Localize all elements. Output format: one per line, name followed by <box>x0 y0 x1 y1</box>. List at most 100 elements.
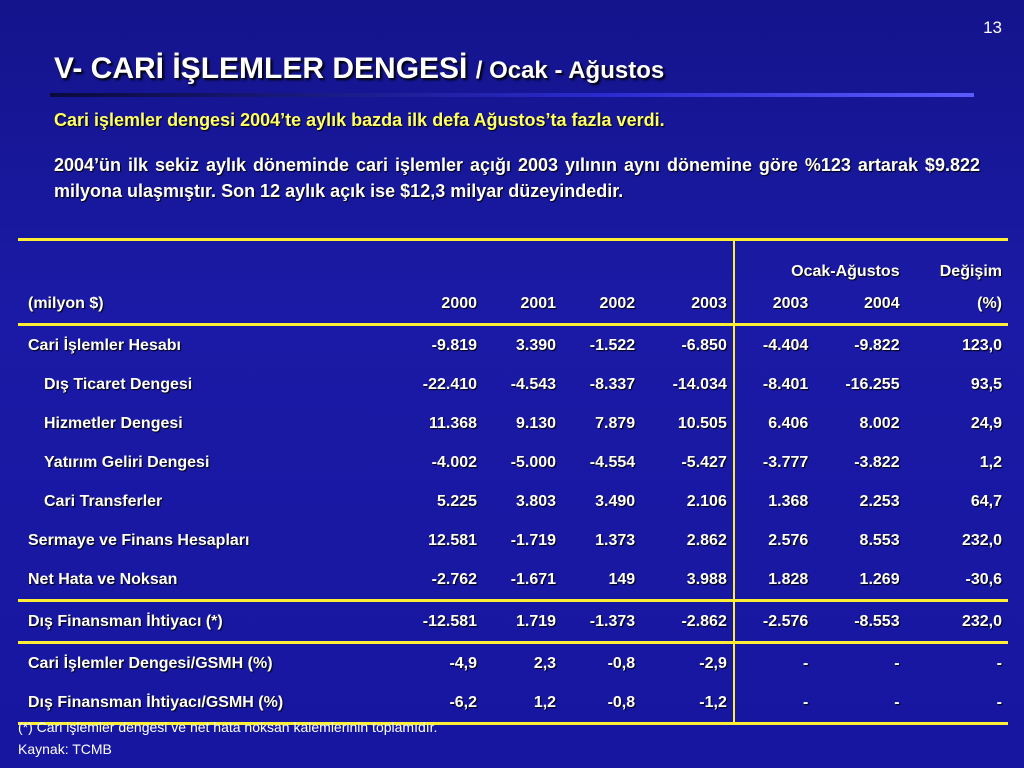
row-value: -30,6 <box>965 570 1002 588</box>
slide-number: 13 <box>983 18 1002 37</box>
row-value: -9.822 <box>814 323 906 365</box>
title-underline <box>50 93 974 97</box>
table-row: Cari İşlemler Hesabı -9.819 3.390 -1.522 -6.… <box>18 323 1008 365</box>
row-value: - <box>905 641 1008 683</box>
header-unit: (milyon $) <box>28 295 104 312</box>
row-value: -3.822 <box>854 453 900 471</box>
row-value: -6,2 <box>391 683 484 725</box>
header-pct: (%) <box>977 295 1002 312</box>
row-value: -1.373 <box>562 599 642 643</box>
row-value: 1.719 <box>483 599 563 643</box>
row-label: Dış Finansman İhtiyacı (*) <box>18 599 392 643</box>
table-row: Cari İşlemler Dengesi/GSMH (%) -4,9 2,3 -0,… <box>18 641 1008 683</box>
header-change: Değişim <box>905 238 1008 285</box>
row-value: -2,9 <box>641 641 734 683</box>
row-value: -3.777 <box>732 443 815 482</box>
row-value: -12.581 <box>391 599 484 643</box>
title-sub: / Ocak - Ağustos <box>475 57 665 84</box>
row-value: - <box>814 683 906 725</box>
table-body: Cari İşlemler Hesabı -9.819 3.390 -1.522 -6.… <box>18 323 1008 725</box>
header-2001: 2001 <box>520 295 557 312</box>
row-value: -8.553 <box>814 599 906 643</box>
row-label: Cari İşlemler Hesabı <box>18 323 392 365</box>
row-value: -8.337 <box>589 375 636 393</box>
row-value: 3.988 <box>686 570 727 588</box>
table-row: Dış Ticaret Dengesi -22.410 -4.543 -8.337 -1… <box>18 365 1008 404</box>
row-label: Yatırım Geliri Dengesi <box>44 453 210 471</box>
table-row: Dış Finansman İhtiyacı (*) -12.581 1.719 -1… <box>18 599 1008 643</box>
footer: (*) Cari işlemler dengesi ve net hata no… <box>18 716 437 760</box>
row-label: Dış Finansman İhtiyacı/GSMH (%) <box>18 683 392 725</box>
table-row: Net Hata ve Noksan -2.762 -1.671 149 3.988 1.… <box>18 560 1008 601</box>
row-value: - <box>905 683 1008 725</box>
row-value: -16.255 <box>845 375 900 393</box>
row-value: -2.862 <box>641 599 734 643</box>
row-value: -1,2 <box>641 683 734 725</box>
row-value: -14.034 <box>672 375 727 393</box>
row-value: - <box>814 641 906 683</box>
row-value: 10.505 <box>677 414 727 432</box>
row-value: - <box>732 683 815 725</box>
row-value: - <box>732 641 815 683</box>
footnote: (*) Cari işlemler dengesi ve net hata no… <box>18 719 438 735</box>
row-value: 2.576 <box>732 521 815 560</box>
table-row: Dış Finansman İhtiyacı/GSMH (%) -6,2 1,2 -0… <box>18 683 1008 725</box>
header-2000: 2000 <box>441 295 478 312</box>
row-value: -2.576 <box>732 599 815 643</box>
source: Kaynak: TCMB <box>18 741 112 757</box>
header-period: Ocak-Ağustos <box>732 238 906 285</box>
row-value: 64,7 <box>970 492 1002 510</box>
row-value: -0,8 <box>562 683 642 725</box>
row-value: 2,3 <box>483 641 563 683</box>
row-value: -4.543 <box>510 375 557 393</box>
row-value: 232,0 <box>961 531 1002 549</box>
row-value: 149 <box>608 570 636 588</box>
row-value: 24,9 <box>970 414 1002 432</box>
table-row: Cari Transferler 5.225 3.803 3.490 2.106 1.36… <box>18 482 1008 521</box>
row-value: -8.401 <box>732 365 815 404</box>
table-row: Hizmetler Dengesi 11.368 9.130 7.879 10.505 6… <box>18 404 1008 443</box>
row-value: 1.368 <box>732 482 815 521</box>
balance-table: Ocak-Ağustos Değişim (milyon $) 2000 200… <box>18 238 1008 725</box>
row-value: 123,0 <box>905 323 1008 365</box>
row-value: -4.002 <box>431 453 478 471</box>
row-label: Net Hata ve Noksan <box>28 570 178 588</box>
row-value: 1.269 <box>859 570 900 588</box>
row-value: 93,5 <box>970 375 1002 393</box>
row-value: -6.850 <box>641 323 734 365</box>
row-value: -5.000 <box>510 453 557 471</box>
row-value: -0,8 <box>562 641 642 683</box>
row-value: 2.862 <box>686 531 727 549</box>
row-value: 232,0 <box>905 599 1008 643</box>
row-label: Cari İşlemler Dengesi/GSMH (%) <box>18 641 392 683</box>
table-row: Sermaye ve Finans Hesapları 12.581 -1.719 1… <box>18 521 1008 560</box>
body-paragraph: 2004’ün ilk sekiz aylık döneminde cari i… <box>54 155 980 201</box>
header-2003: 2003 <box>691 295 727 312</box>
table-header-row: (milyon $) 2000 2001 2002 2003 2003 2004… <box>18 285 1008 325</box>
row-label: Dış Ticaret Dengesi <box>44 375 193 393</box>
row-value: 3.490 <box>595 492 636 510</box>
row-value: 1,2 <box>483 683 563 725</box>
row-value: 8.002 <box>859 414 900 432</box>
row-value: 1.828 <box>732 560 815 601</box>
highlight-paragraph: Cari işlemler dengesi 2004’te aylık bazd… <box>54 110 665 130</box>
row-value: -4.404 <box>732 323 815 365</box>
table-header-group-row: Ocak-Ağustos Değişim <box>18 238 1008 285</box>
row-value: 1.373 <box>595 531 636 549</box>
row-value: -1.719 <box>510 531 557 549</box>
row-value: -9.819 <box>391 323 484 365</box>
header-period-2004: 2004 <box>864 295 900 312</box>
row-value: 7.879 <box>595 414 636 432</box>
header-period-2003: 2003 <box>732 285 815 325</box>
row-value: 3.390 <box>483 323 563 365</box>
row-value: 6.406 <box>732 404 815 443</box>
row-label: Hizmetler Dengesi <box>44 414 183 432</box>
row-label: Sermaye ve Finans Hesapları <box>28 531 250 549</box>
row-value: -4.554 <box>589 453 636 471</box>
row-value: -2.762 <box>431 570 478 588</box>
row-value: -5.427 <box>681 453 727 471</box>
title-main: V- CARİ İŞLEMLER DENGESİ <box>54 52 468 85</box>
row-value: 9.130 <box>516 414 557 432</box>
row-value: 2.106 <box>686 492 727 510</box>
row-value: 3.803 <box>516 492 557 510</box>
